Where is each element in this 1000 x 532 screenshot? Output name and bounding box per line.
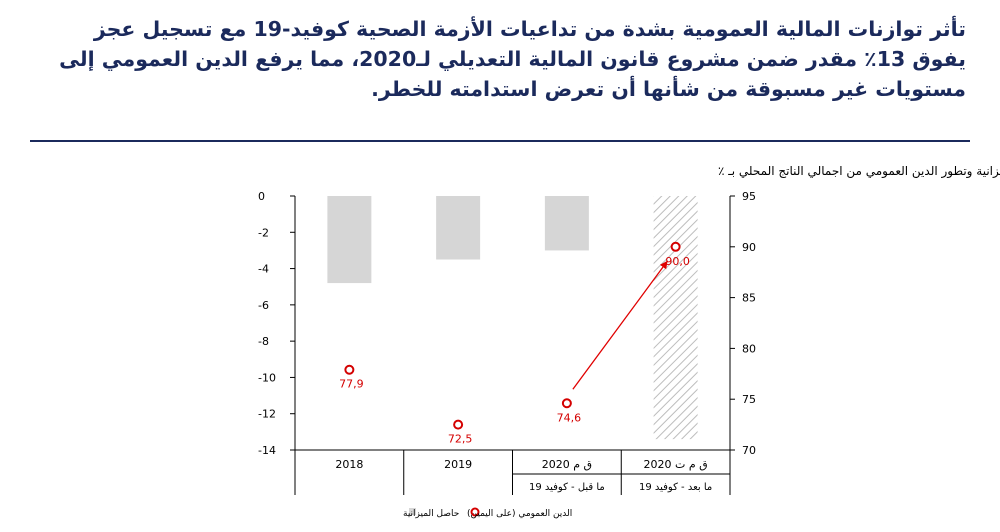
left-axis-tick-label: -8 (258, 335, 269, 348)
public-debt-label: 72,5 (448, 433, 473, 446)
budget-debt-chart: رسم بياني: توقعات حاصل الميزانية وتطور ا… (258, 164, 1000, 519)
category-label: ق م 2020 (542, 458, 592, 471)
legend-budget-label: حاصل الميزانية (403, 509, 459, 519)
left-axis-tick-label: -12 (258, 408, 276, 421)
left-axis-tick-label: -14 (258, 444, 276, 457)
left-axis-tick-label: -4 (258, 263, 269, 276)
headline-divider (30, 140, 970, 142)
public-debt-label: 74,6 (557, 411, 582, 424)
category-sublabel: ما قبل - كوفيد 19 (529, 482, 605, 493)
left-axis-tick-label: -2 (258, 226, 269, 239)
category-label: 2018 (335, 458, 363, 471)
category-label: 2019 (444, 458, 472, 471)
budget-balance-bar (544, 196, 589, 251)
public-debt-point (561, 398, 572, 409)
public-debt-label: 77,9 (339, 378, 364, 391)
budget-balance-bar (327, 196, 372, 284)
headline-line-3: مستويات غير مسبوقة من شأنها أن تعرض استد… (371, 77, 966, 101)
legend-debt-swatch (470, 507, 480, 517)
right-axis-tick-label: 80 (742, 342, 756, 355)
public-debt-point (670, 241, 681, 252)
headline-line-1: تأثر توازنات المالية العمومية بشدة من تد… (93, 17, 966, 41)
debt-increase-arrow (572, 260, 669, 390)
category-sublabel: ما بعد - كوفيد 19 (639, 482, 712, 493)
legend-budget-swatch (409, 508, 416, 515)
left-axis-tick-label: -6 (258, 299, 269, 312)
right-axis-tick-label: 90 (742, 241, 756, 254)
right-axis-tick-label: 95 (742, 190, 756, 203)
right-axis-tick-label: 75 (742, 393, 756, 406)
public-debt-point (453, 419, 464, 430)
budget-balance-bar (653, 196, 698, 440)
headline-line-2: يفوق 13٪ مقدر ضمن مشروع قانون المالية ال… (59, 47, 966, 71)
public-debt-label: 90,0 (665, 255, 690, 268)
budget-balance-bar (436, 196, 481, 260)
headline: تأثر توازنات المالية العمومية بشدة من تد… (30, 14, 966, 104)
left-axis-tick-label: 0 (258, 190, 265, 203)
left-axis-tick-label: -10 (258, 371, 276, 384)
right-axis-tick-label: 85 (742, 292, 756, 305)
public-debt-point (344, 364, 355, 375)
right-axis-tick-label: 70 (742, 444, 756, 457)
legend-debt-label: الدين العمومي (على اليمين) (467, 509, 572, 519)
category-label: ق م ت 2020 (644, 458, 708, 471)
chart-title: رسم بياني: توقعات حاصل الميزانية وتطور ا… (718, 164, 1000, 179)
